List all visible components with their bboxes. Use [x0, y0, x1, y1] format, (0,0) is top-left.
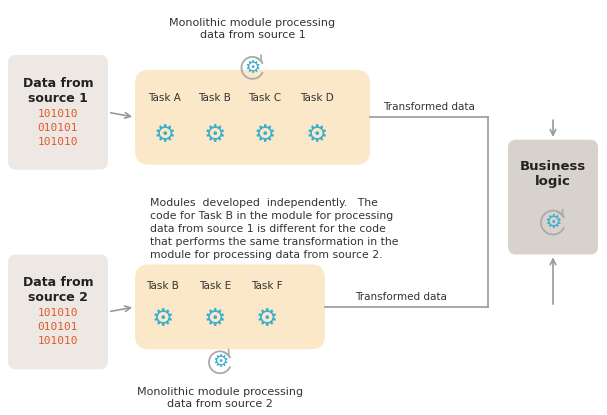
Text: ⚙: ⚙ [204, 308, 226, 331]
Text: Data from
source 1: Data from source 1 [22, 77, 93, 105]
Text: ⚙: ⚙ [204, 123, 226, 147]
Text: Task A: Task A [149, 93, 181, 103]
Text: ⚙: ⚙ [212, 353, 228, 371]
Text: Transformed data: Transformed data [383, 102, 475, 112]
Text: Monolithic module processing
data from source 2: Monolithic module processing data from s… [137, 387, 303, 409]
Text: 101010
010101
101010: 101010 010101 101010 [38, 308, 78, 347]
Text: 101010
010101
101010: 101010 010101 101010 [38, 109, 78, 147]
Text: ⚙: ⚙ [154, 123, 176, 147]
FancyBboxPatch shape [508, 140, 598, 254]
Text: Task B: Task B [146, 281, 180, 291]
Text: Task C: Task C [248, 93, 282, 103]
Text: ⚙: ⚙ [544, 213, 561, 232]
Text: ⚙: ⚙ [245, 59, 260, 77]
Text: ⚙: ⚙ [254, 123, 276, 147]
Text: Modules  developed  independently.   The
code for Task B in the module for proce: Modules developed independently. The cod… [150, 198, 399, 261]
Text: Task F: Task F [251, 281, 283, 291]
Text: Data from
source 2: Data from source 2 [22, 276, 93, 305]
Text: Task D: Task D [300, 93, 334, 103]
Text: Business
logic: Business logic [520, 160, 586, 188]
FancyBboxPatch shape [135, 70, 370, 165]
Text: ⚙: ⚙ [256, 308, 278, 331]
FancyBboxPatch shape [8, 55, 108, 170]
Text: Monolithic module processing
data from source 1: Monolithic module processing data from s… [169, 18, 336, 40]
Text: ⚙: ⚙ [152, 308, 174, 331]
Text: Task E: Task E [199, 281, 231, 291]
FancyBboxPatch shape [135, 264, 325, 349]
Text: Task B: Task B [198, 93, 231, 103]
Text: Transformed data: Transformed data [356, 292, 447, 302]
FancyBboxPatch shape [8, 254, 108, 369]
Text: ⚙: ⚙ [306, 123, 328, 147]
